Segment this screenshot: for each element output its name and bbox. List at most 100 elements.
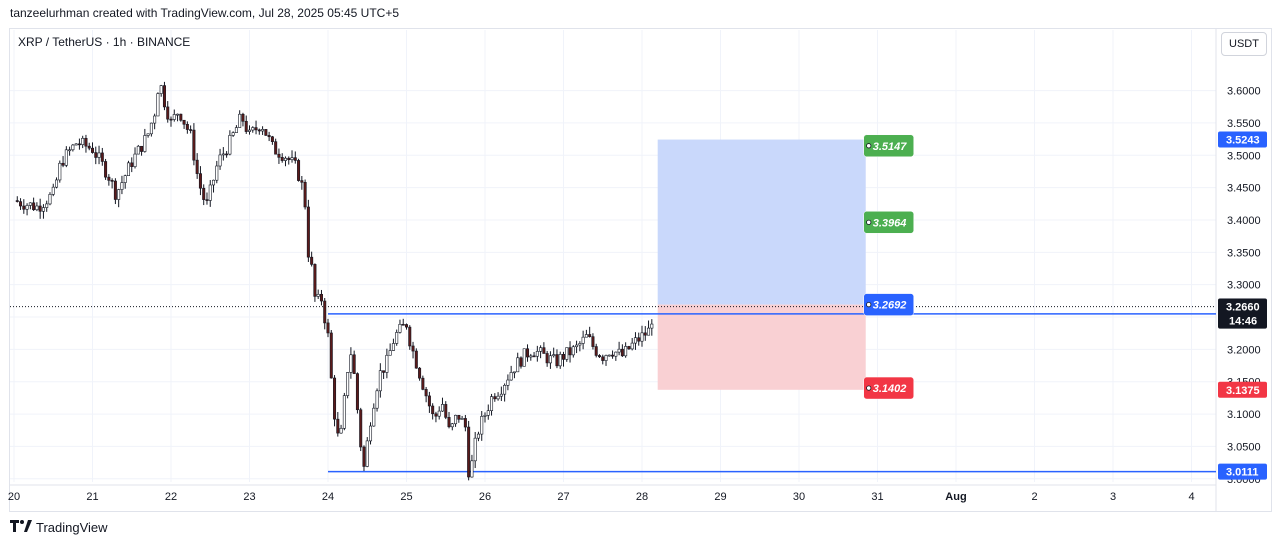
candle-body bbox=[414, 350, 418, 369]
candle-body bbox=[270, 136, 274, 142]
candle-body bbox=[267, 135, 271, 138]
candle-body bbox=[300, 180, 304, 183]
candle-body bbox=[156, 93, 160, 117]
currency-button[interactable]: USDT bbox=[1221, 32, 1267, 56]
x-tick-label: 4 bbox=[1188, 491, 1194, 503]
candle-body bbox=[385, 354, 389, 373]
candle-body bbox=[176, 113, 180, 116]
candle-body bbox=[323, 300, 327, 324]
candle-body bbox=[104, 161, 108, 178]
candle-body bbox=[650, 323, 654, 329]
candle-body bbox=[440, 404, 444, 412]
candle-body bbox=[123, 175, 127, 183]
candle-body bbox=[280, 157, 284, 161]
candle-body bbox=[473, 437, 477, 462]
candle-body bbox=[254, 127, 258, 131]
y-tick-label: 3.4500 bbox=[1227, 183, 1261, 195]
candle-body bbox=[457, 414, 461, 420]
candle-body bbox=[643, 332, 647, 336]
x-tick-label: 28 bbox=[636, 491, 648, 503]
candle-body bbox=[480, 416, 484, 435]
x-tick-label: 26 bbox=[479, 491, 491, 503]
candle-body bbox=[198, 173, 202, 189]
candle-body bbox=[336, 418, 340, 434]
candle-body bbox=[388, 350, 392, 356]
x-tick-label: 22 bbox=[165, 491, 177, 503]
candle-body bbox=[35, 205, 39, 211]
candle-body bbox=[133, 153, 137, 167]
candle-body bbox=[218, 154, 222, 167]
candle-body bbox=[84, 137, 88, 147]
candle-body bbox=[94, 152, 98, 158]
position-handle bbox=[866, 219, 872, 225]
candle-body bbox=[421, 377, 425, 390]
candle-body bbox=[516, 357, 520, 373]
candle-body bbox=[172, 114, 176, 120]
candle-body bbox=[182, 119, 186, 125]
y-tick-label: 3.3000 bbox=[1227, 280, 1261, 292]
candle-body bbox=[526, 348, 530, 358]
candle-body bbox=[437, 410, 441, 417]
candle-body bbox=[120, 182, 124, 190]
candle-body bbox=[136, 145, 140, 155]
candle-body bbox=[15, 200, 19, 202]
candle-body bbox=[303, 181, 307, 208]
candle-body bbox=[149, 122, 153, 135]
tradingview-brand[interactable]: TradingView bbox=[10, 519, 108, 535]
candle-body bbox=[77, 143, 81, 146]
candle-body bbox=[212, 179, 216, 186]
candle-body bbox=[522, 348, 526, 367]
last-price-tag bbox=[1218, 298, 1267, 329]
candle-body bbox=[68, 149, 72, 152]
candle-body bbox=[611, 354, 615, 357]
candle-body bbox=[264, 129, 268, 136]
candle-body bbox=[404, 324, 408, 328]
candle-body bbox=[408, 326, 412, 347]
candle-body bbox=[319, 293, 323, 302]
candle-body bbox=[496, 395, 500, 400]
candle-body bbox=[38, 205, 42, 212]
candle-body bbox=[467, 426, 471, 478]
candle-body bbox=[483, 414, 487, 417]
candle-body bbox=[512, 371, 516, 374]
candle-body bbox=[339, 427, 343, 434]
candle-body bbox=[342, 395, 346, 429]
candle-body bbox=[637, 337, 641, 342]
price-tag-label: 3.1375 bbox=[1226, 385, 1260, 397]
candle-body bbox=[234, 127, 238, 133]
candle-body bbox=[313, 264, 317, 297]
last-price-label: 3.2660 bbox=[1226, 302, 1260, 314]
candle-body bbox=[647, 327, 651, 336]
candle-body bbox=[391, 343, 395, 351]
candles bbox=[15, 81, 654, 481]
candle-body bbox=[558, 354, 562, 367]
x-tick-label: 31 bbox=[871, 491, 883, 503]
x-tick-label: Aug bbox=[945, 491, 966, 503]
candle-body bbox=[591, 336, 595, 347]
candle-body bbox=[565, 347, 569, 360]
candle-body bbox=[97, 152, 101, 158]
candle-body bbox=[277, 153, 281, 158]
candle-body bbox=[450, 423, 454, 428]
price-tag bbox=[1218, 381, 1267, 398]
y-tick-label: 3.0500 bbox=[1227, 441, 1261, 453]
candle-body bbox=[614, 351, 618, 357]
price-tag bbox=[1218, 463, 1267, 480]
candle-body bbox=[499, 393, 503, 397]
candle-body bbox=[329, 332, 333, 379]
candle-body bbox=[306, 206, 310, 258]
x-tick-label: 27 bbox=[557, 491, 569, 503]
y-tick-label: 3.4000 bbox=[1227, 215, 1261, 227]
candle-body bbox=[74, 143, 78, 146]
candle-body bbox=[545, 353, 549, 364]
candle-body bbox=[192, 129, 196, 161]
candle-body bbox=[411, 345, 415, 352]
candle-body bbox=[55, 179, 59, 188]
candle-body bbox=[627, 346, 631, 350]
position-label: 3.3964 bbox=[873, 217, 907, 229]
y-axis: 3.6000 3.5500 3.5000 3.4500 3.4000 3.3500 3.30… bbox=[1227, 86, 1261, 486]
candle-body bbox=[584, 334, 588, 338]
candle-body bbox=[316, 293, 320, 297]
symbol-title: XRP / TetherUS · 1h · BINANCE bbox=[18, 35, 191, 49]
